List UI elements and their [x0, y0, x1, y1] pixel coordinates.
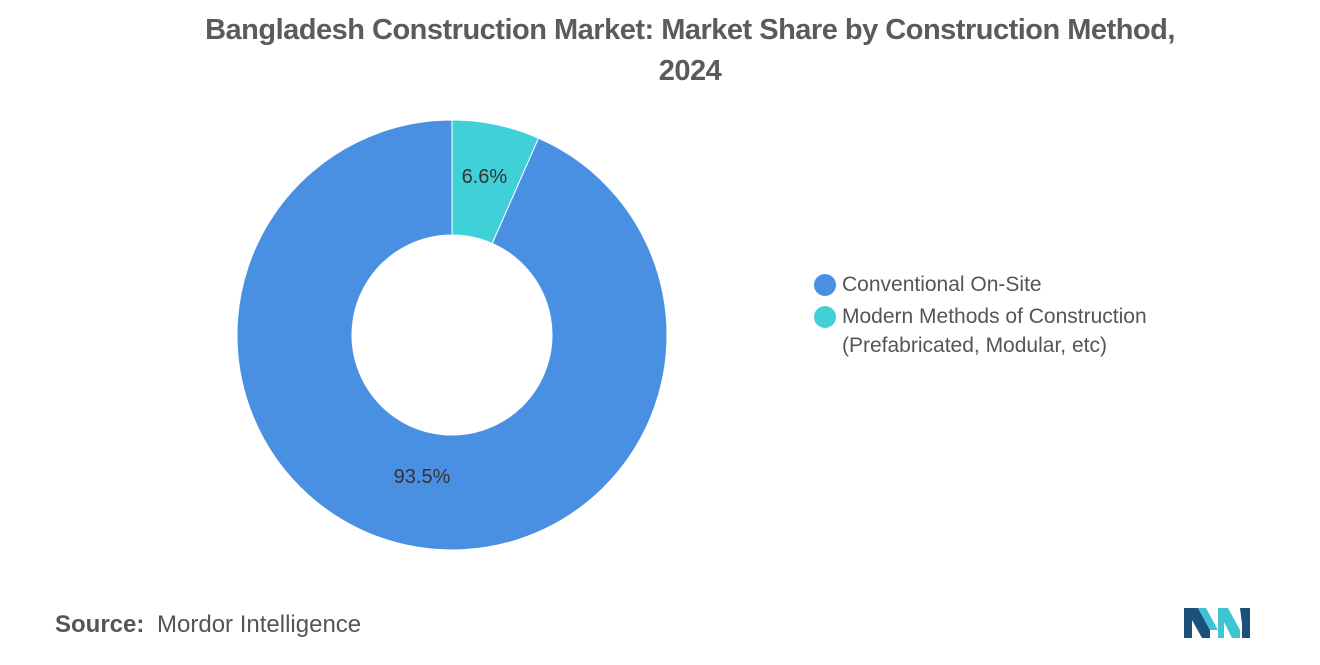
source-label: Source: [55, 611, 145, 638]
source-text: Mordor Intelligence [157, 611, 362, 638]
chart-title: Bangladesh Construction Market: Market S… [0, 10, 1320, 92]
donut-label-conventional: 93.5% [394, 466, 451, 488]
legend-label-modern-methods-line-2: (Prefabricated, Modular, etc) [842, 334, 1107, 357]
legend-item-modern-methods: Modern Methods of Construction (Prefabri… [814, 302, 1234, 360]
legend: Conventional On-Site Modern Methods of C… [814, 270, 1234, 363]
legend-label-modern-methods-line-1: Modern Methods of Construction [842, 305, 1147, 328]
donut-labels: 6.6% 93.5% [394, 166, 508, 488]
source-note: Source: Mordor Intelligence [55, 611, 361, 639]
donut-label-modern-methods: 6.6% [462, 166, 508, 188]
donut-slice-conventional [236, 119, 668, 551]
legend-swatch-modern-methods [814, 306, 836, 328]
mordor-intelligence-logo [1184, 608, 1250, 638]
chart-title-line-1: Bangladesh Construction Market: Market S… [205, 14, 1175, 46]
chart-title-line-2: 2024 [658, 55, 722, 87]
legend-label-conventional: Conventional On-Site [842, 273, 1042, 296]
legend-swatch-conventional [814, 274, 836, 296]
donut-slices [236, 119, 668, 551]
legend-item-conventional: Conventional On-Site [814, 270, 1234, 299]
